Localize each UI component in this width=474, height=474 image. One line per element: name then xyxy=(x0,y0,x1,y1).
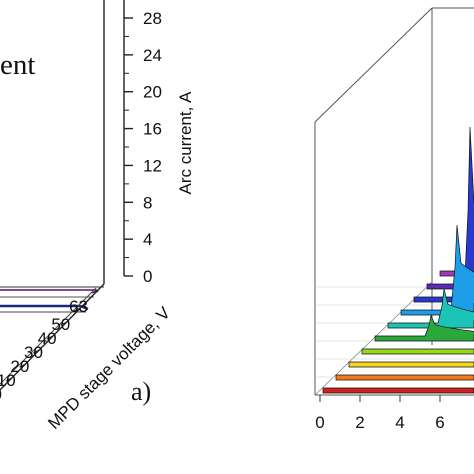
depth-tick-label: 0 xyxy=(0,385,2,404)
z-tick-label: 24 xyxy=(143,46,162,65)
z-tick-label: 28 xyxy=(143,9,162,28)
waterfall-series xyxy=(322,126,474,394)
series-trace-0v xyxy=(0,304,89,311)
side-wall-top xyxy=(314,7,433,123)
waterfall-trace-7 xyxy=(400,224,474,316)
title-fragment: ent xyxy=(0,49,35,81)
depth-tick-label: 50 xyxy=(51,315,70,334)
depth-tick-mark xyxy=(5,377,13,382)
depth-tick-label: 30 xyxy=(24,343,43,362)
floor-diagonal xyxy=(314,281,433,396)
waterfall-trace-1 xyxy=(322,387,474,394)
z-tick-label: 4 xyxy=(143,230,152,249)
panel-b: 0 2 4 6 xyxy=(314,7,474,432)
depth-tick-label: 10 xyxy=(0,371,16,390)
z-tick-label: 8 xyxy=(143,193,152,212)
waterfall-trace-4 xyxy=(361,348,474,355)
series-trace-63v xyxy=(0,289,99,293)
depth-axis-ticks: 0102030405063 xyxy=(0,289,99,404)
waterfall-trace-3 xyxy=(348,361,474,368)
panel-label-a: a) xyxy=(131,377,151,406)
x-tick-label: 6 xyxy=(435,413,444,432)
depth-tick-label: 63 xyxy=(69,297,88,316)
z-tick-label: 20 xyxy=(143,83,162,102)
depth-tick-label: 40 xyxy=(38,329,57,348)
depth-tick-mark xyxy=(91,289,99,294)
z-axis-label: Arc current, A xyxy=(176,91,195,195)
x-tick-label: 4 xyxy=(395,413,404,432)
depth-tick-mark xyxy=(60,321,67,326)
depth-tick-label: 20 xyxy=(10,357,29,376)
depth-tick-mark xyxy=(46,335,54,340)
depth-tick-mark xyxy=(73,307,81,312)
x-tick-label: 0 xyxy=(315,413,324,432)
waterfall-trace-2 xyxy=(335,374,474,381)
depth-tick-mark xyxy=(33,349,40,354)
z-tick-label: 0 xyxy=(143,267,152,286)
z-tick-label: 12 xyxy=(143,156,162,175)
depth-tick-mark xyxy=(19,363,26,368)
x-tick-label: 2 xyxy=(355,413,364,432)
z-tick-label: 16 xyxy=(143,120,162,139)
waterfall-trace-6 xyxy=(387,288,474,329)
depth-axis-inner-line xyxy=(0,287,97,385)
waterfall-trace-5 xyxy=(374,314,474,342)
z-axis-ticks: 0 4 8 12 16 20 24 28 xyxy=(124,9,162,286)
x-axis-ticks: 0 2 4 6 xyxy=(315,395,445,432)
